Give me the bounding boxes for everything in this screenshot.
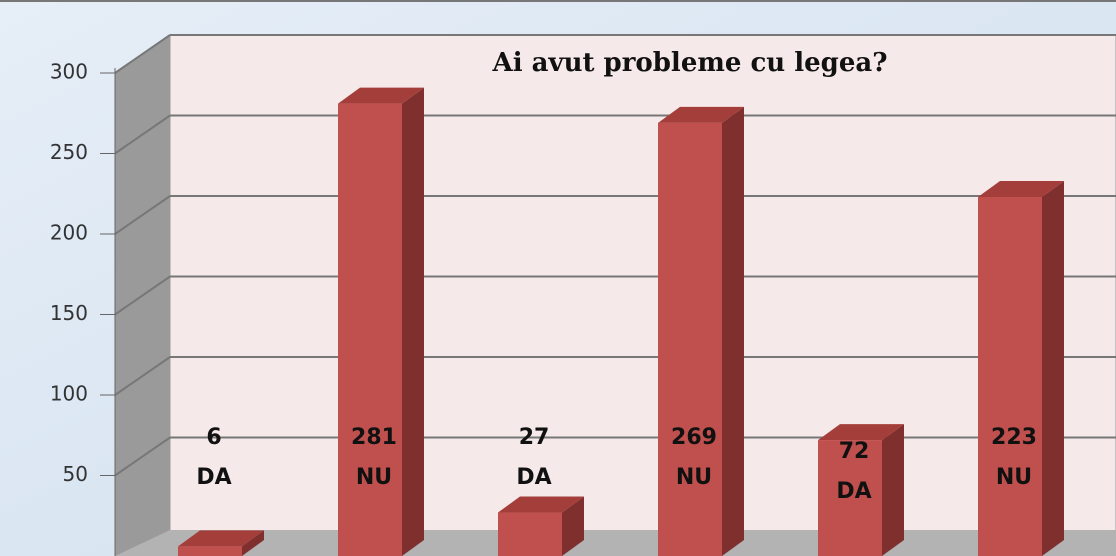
data-label: 281 [351,425,397,450]
top-border [0,0,1116,2]
bar-side [882,424,904,556]
bar-side [1042,180,1064,556]
bar-top [658,106,744,123]
bar-top [818,424,904,441]
bar-top [498,496,584,513]
bar-top [338,87,424,104]
bar [338,103,402,556]
bar-side [402,87,424,556]
data-label: 223 [991,425,1037,450]
back-wall [169,34,1116,556]
category-label: DA [836,479,871,504]
y-tick-label: 200 [50,221,88,245]
category-label: NU [676,465,712,490]
category-label: NU [996,465,1032,490]
grid-line [114,195,171,235]
y-tick-label: 250 [50,140,88,164]
data-label: 72 [839,439,870,464]
bar-side [562,496,584,556]
bar [818,440,882,556]
data-label: 269 [671,425,717,450]
data-label: 27 [519,425,550,450]
grid-line [114,114,171,155]
grid-line [114,436,171,477]
bar-top [978,180,1064,197]
bar-side [722,106,744,556]
category-label: DA [196,465,231,490]
bar-side [242,530,264,556]
floor [115,530,1116,556]
chart-title: Ai avut probleme cu legea? [492,48,888,78]
data-label: 6 [206,425,221,450]
grid-line [114,356,171,396]
grid-line [114,34,171,74]
category-label: NU [356,465,392,490]
y-tick-label: 100 [50,382,88,406]
bar-top [178,530,264,547]
category-label: DA [516,465,551,490]
y-tick-label: 300 [50,60,88,84]
y-tick-label: 50 [63,462,88,486]
grid-line [114,275,171,316]
bar [658,122,722,556]
bar [978,196,1042,556]
bar [498,512,562,556]
y-tick-label: 150 [50,301,88,325]
bar [178,546,242,556]
